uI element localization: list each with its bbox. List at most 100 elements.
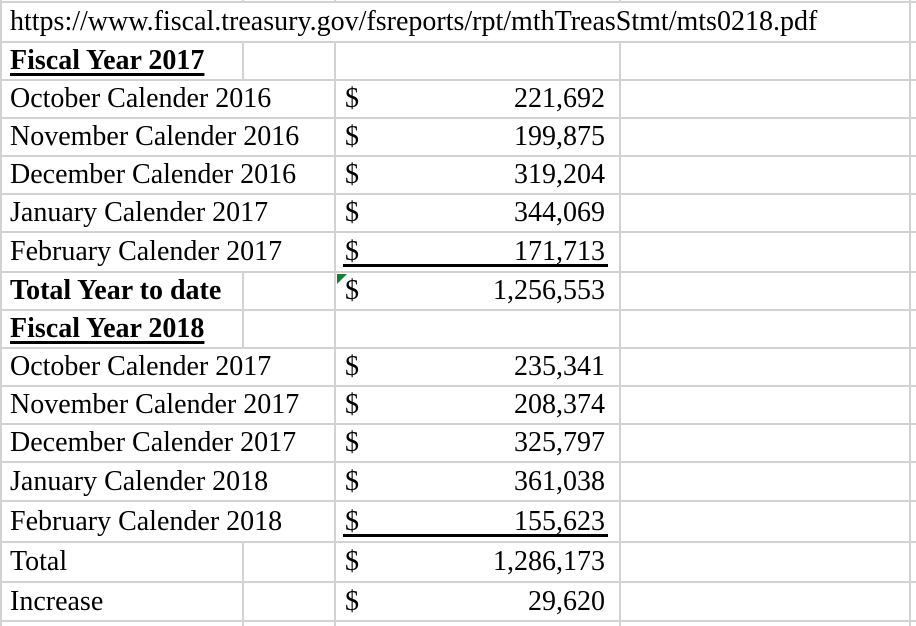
cell-empty[interactable] — [621, 43, 911, 79]
month-label-text: January Calender 2017 — [10, 197, 269, 228]
total-label-cell[interactable]: Increase — [0, 583, 244, 620]
cell-empty[interactable] — [621, 119, 911, 155]
cell-empty[interactable] — [621, 157, 911, 193]
amount-cell[interactable]: $361,038 — [336, 463, 621, 500]
cell-empty[interactable] — [621, 311, 911, 347]
currency-symbol: $ — [345, 351, 359, 382]
cell-empty[interactable] — [244, 43, 336, 79]
month-label-text: November Calender 2016 — [10, 121, 300, 152]
row-february-calender-2018: February Calender 2018 $155,623 — [0, 502, 916, 543]
month-label-cell[interactable]: February Calender 2017 — [0, 233, 336, 271]
month-label-cell[interactable]: December Calender 2017 — [0, 425, 336, 461]
amount-cell[interactable]: $1,256,553 — [336, 273, 621, 309]
error-indicator-icon[interactable] — [337, 274, 347, 284]
url-cell[interactable]: https://www.fiscal.treasury.gov/fsreport… — [0, 3, 911, 41]
amount-value: 344,069 — [514, 197, 605, 228]
month-label-cell[interactable]: February Calender 2018 — [0, 502, 336, 541]
cell-empty[interactable] — [336, 622, 621, 626]
cell-empty[interactable] — [911, 3, 916, 41]
currency-symbol: $ — [345, 585, 359, 617]
cell-empty[interactable] — [244, 0, 336, 1]
row-fiscal-year-2018: Fiscal Year 2018 — [0, 311, 916, 349]
amount-cell[interactable]: $235,341 — [336, 349, 621, 385]
cell-empty[interactable] — [621, 502, 911, 541]
month-label-cell[interactable]: December Calender 2016 — [0, 157, 336, 193]
total-label-cell[interactable]: Total — [0, 543, 244, 581]
cell-empty[interactable] — [911, 43, 916, 79]
cell-empty[interactable] — [244, 622, 336, 626]
section-header-cell[interactable]: Fiscal Year 2018 — [0, 311, 244, 347]
month-label-cell[interactable]: October Calender 2017 — [0, 349, 336, 385]
cell-empty[interactable] — [911, 349, 916, 385]
cell-empty[interactable] — [336, 311, 621, 347]
amount-cell[interactable]: $221,692 — [336, 81, 621, 117]
cell-empty[interactable] — [0, 622, 244, 626]
cell-empty[interactable] — [244, 583, 336, 620]
cell-empty[interactable] — [621, 273, 911, 309]
cell-empty[interactable] — [911, 622, 916, 626]
currency-symbol: $ — [345, 465, 359, 497]
cell-empty[interactable] — [911, 233, 916, 271]
total-label-cell[interactable]: Total Year to date — [0, 273, 244, 309]
cell-empty[interactable] — [621, 387, 911, 423]
cell-empty[interactable] — [244, 543, 336, 581]
amount-cell[interactable]: $171,713 — [336, 233, 621, 271]
cell-empty[interactable] — [911, 195, 916, 231]
cell-empty[interactable] — [244, 273, 336, 309]
row-fiscal-year-2017: Fiscal Year 2017 — [0, 43, 916, 81]
currency-symbol: $ — [345, 197, 359, 228]
section-header-text: Fiscal Year 2017 — [10, 45, 205, 76]
cell-empty[interactable] — [621, 425, 911, 461]
cell-empty[interactable] — [621, 622, 911, 626]
amount-cell[interactable]: $344,069 — [336, 195, 621, 231]
cell-empty[interactable] — [911, 583, 916, 620]
cell-empty[interactable] — [621, 583, 911, 620]
month-label-cell[interactable]: October Calender 2016 — [0, 81, 336, 117]
amount-cell[interactable]: $199,875 — [336, 119, 621, 155]
cell-empty[interactable] — [336, 43, 621, 79]
currency-symbol: $ — [345, 275, 359, 306]
amount-value: 361,038 — [514, 465, 605, 497]
cell-empty[interactable] — [621, 349, 911, 385]
cell-empty[interactable] — [911, 157, 916, 193]
month-label-cell[interactable]: January Calender 2018 — [0, 463, 336, 500]
cell-empty[interactable] — [911, 81, 916, 117]
cell-empty[interactable] — [621, 81, 911, 117]
cell-empty[interactable] — [336, 0, 621, 1]
amount-cell[interactable]: $325,797 — [336, 425, 621, 461]
month-label-cell[interactable]: November Calender 2016 — [0, 119, 336, 155]
accounting-underline — [343, 264, 608, 267]
cell-empty[interactable] — [911, 543, 916, 581]
cell-empty[interactable] — [911, 273, 916, 309]
cell-empty[interactable] — [0, 0, 244, 1]
section-header-cell[interactable]: Fiscal Year 2017 — [0, 43, 244, 79]
cell-empty[interactable] — [911, 502, 916, 541]
month-label-cell[interactable]: January Calender 2017 — [0, 195, 336, 231]
cell-empty[interactable] — [911, 119, 916, 155]
currency-symbol: $ — [345, 83, 359, 114]
row-total-year-to-date: Total Year to date $1,256,553 — [0, 273, 916, 311]
amount-value: 155,623 — [514, 505, 605, 537]
row-january-calender-2017: January Calender 2017 $344,069 — [0, 195, 916, 233]
row-october-calender-2016: October Calender 2016 $221,692 — [0, 81, 916, 119]
cell-empty[interactable] — [911, 0, 916, 1]
month-label-text: February Calender 2017 — [10, 236, 283, 267]
cell-empty[interactable] — [621, 195, 911, 231]
amount-cell[interactable]: $208,374 — [336, 387, 621, 423]
amount-cell[interactable]: $1,286,173 — [336, 543, 621, 581]
total-label-text: Total — [10, 546, 68, 577]
cell-empty[interactable] — [911, 463, 916, 500]
cell-empty[interactable] — [244, 311, 336, 347]
cell-empty[interactable] — [621, 233, 911, 271]
amount-cell[interactable]: $319,204 — [336, 157, 621, 193]
cell-empty[interactable] — [621, 0, 911, 1]
cell-empty[interactable] — [911, 425, 916, 461]
row-december-calender-2016: December Calender 2016 $319,204 — [0, 157, 916, 195]
amount-cell[interactable]: $29,620 — [336, 583, 621, 620]
cell-empty[interactable] — [621, 543, 911, 581]
cell-empty[interactable] — [911, 311, 916, 347]
cell-empty[interactable] — [621, 463, 911, 500]
cell-empty[interactable] — [911, 387, 916, 423]
amount-cell[interactable]: $155,623 — [336, 502, 621, 541]
month-label-cell[interactable]: November Calender 2017 — [0, 387, 336, 423]
